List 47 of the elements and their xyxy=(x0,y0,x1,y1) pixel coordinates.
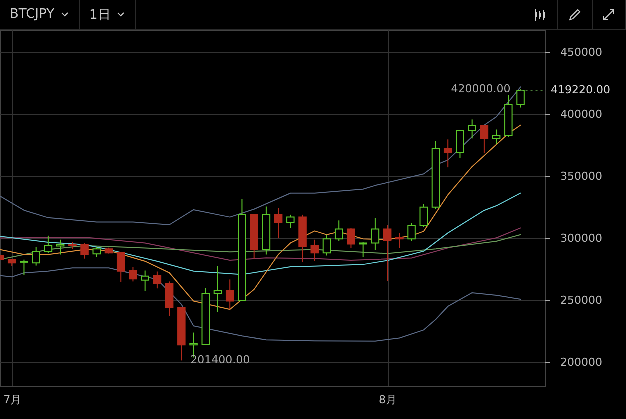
annotation: 420000.00 xyxy=(451,82,511,96)
candlestick xyxy=(420,204,428,228)
candlestick xyxy=(408,222,416,242)
candlestick xyxy=(516,89,525,108)
candlestick xyxy=(226,279,234,310)
y-tick-label: 350000 xyxy=(560,170,602,183)
candlestick xyxy=(492,129,501,145)
y-tick-label: 400000 xyxy=(560,108,602,121)
candlestick xyxy=(274,208,283,239)
candlestick xyxy=(80,242,89,260)
chart-subtitle: 1日 xyxy=(90,6,111,24)
line-series xyxy=(0,192,522,276)
candlestick xyxy=(359,242,368,258)
candlestick xyxy=(456,130,464,160)
ref-line-label: 419220.00 xyxy=(551,84,610,97)
candlestick xyxy=(44,235,53,254)
chart-title: BTCJPY xyxy=(10,7,55,22)
annotation: 201400.00 xyxy=(190,354,250,367)
candlestick xyxy=(468,119,476,140)
candlestick xyxy=(32,246,40,266)
y-tick-label: 250000 xyxy=(560,294,602,307)
candlestick xyxy=(334,220,344,242)
candlestick xyxy=(396,232,404,249)
x-tick-label: 8月 xyxy=(379,394,398,406)
y-tick-label: 300000 xyxy=(560,232,602,245)
x-tick-label: 7月 xyxy=(4,394,22,406)
candlestick xyxy=(310,239,320,262)
candlestick xyxy=(347,228,356,249)
candlestick xyxy=(141,270,150,292)
candlestick xyxy=(92,246,102,258)
candlestick xyxy=(444,139,452,168)
candlestick xyxy=(214,266,222,313)
y-tick-label: 450000 xyxy=(560,46,602,59)
candlestick xyxy=(129,266,138,282)
candlestick xyxy=(116,252,126,283)
candlestick xyxy=(383,224,392,282)
candlestick xyxy=(322,234,332,256)
candlestick xyxy=(480,124,489,154)
candlestick xyxy=(20,259,28,276)
candlestick xyxy=(153,271,162,290)
y-tick-label: 200000 xyxy=(560,356,602,369)
candlestick xyxy=(165,281,174,317)
line-series xyxy=(0,124,522,310)
line-series xyxy=(0,268,522,342)
line-series xyxy=(0,228,522,261)
candlestick xyxy=(371,218,380,251)
candlestick xyxy=(286,214,295,229)
